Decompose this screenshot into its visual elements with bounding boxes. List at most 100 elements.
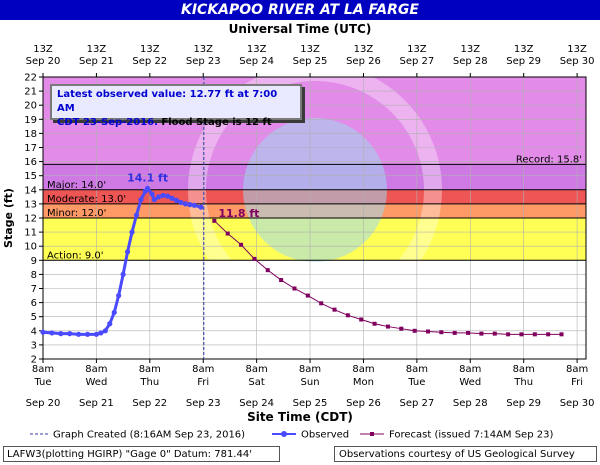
bottom-tick-date: Sep 29 (506, 398, 541, 409)
legend-graph-created-label: Graph Created (8:16AM Sep 23, 2016) (53, 430, 245, 441)
top-tick-time: 13Z (87, 44, 107, 55)
bottom-tick-date: Sep 20 (26, 398, 61, 409)
y-tick-label: 12 (24, 214, 37, 225)
observed-point (151, 197, 157, 203)
legend-observed-marker (281, 431, 287, 437)
y-tick-label: 7 (31, 284, 37, 295)
bottom-tick-day: Tue (33, 377, 51, 388)
y-tick-label: 11 (24, 228, 37, 239)
forecast-point (479, 331, 484, 336)
observed-point (129, 229, 135, 235)
y-tick-label: 3 (31, 340, 37, 351)
bottom-tick-day: Fri (197, 377, 209, 388)
bottom-tick-date: Sep 25 (293, 398, 328, 409)
top-tick-date: Sep 24 (239, 56, 274, 67)
top-tick-time: 13Z (567, 44, 587, 55)
forecast-point (519, 332, 524, 337)
y-tick-label: 22 (24, 73, 37, 84)
top-tick-date: Sep 30 (560, 56, 595, 67)
bottom-tick-time: 8am (32, 364, 54, 375)
observed-point (169, 195, 175, 201)
observed-point (191, 202, 197, 208)
bottom-tick-day: Fri (571, 377, 583, 388)
forecast-point (292, 286, 297, 291)
forecast-point (265, 268, 270, 273)
y-tick-label: 6 (31, 298, 37, 309)
observed-point (49, 330, 55, 336)
observed-point (116, 292, 122, 299)
gage-datum-footer: LAFW3(plotting HGIRP) "Gage 0" Datum: 78… (3, 446, 280, 462)
legend-forecast-marker (370, 432, 374, 436)
y-tick-label: 18 (24, 129, 37, 140)
forecast-point (425, 329, 430, 334)
forecast-point (506, 332, 511, 337)
observed-point (133, 212, 140, 218)
forecast-point (359, 317, 364, 322)
bottom-tick-day: Wed (459, 377, 481, 388)
forecast-point (319, 301, 324, 306)
forecast-point (546, 332, 551, 337)
bottom-tick-day: Thu (139, 377, 159, 388)
forecast-point (239, 242, 244, 247)
observed-point (98, 330, 104, 336)
y-tick-label: 9 (31, 256, 37, 267)
observed-point (173, 197, 180, 203)
bottom-tick-date: Sep 27 (399, 398, 434, 409)
flood-band-label: Moderate: 13.0' (47, 194, 126, 205)
forecast-point (399, 326, 404, 331)
x-axis-label: Site Time (CDT) (247, 410, 353, 424)
forecast-point (439, 330, 444, 335)
forecast-point (305, 293, 310, 298)
observed-point (120, 271, 126, 277)
bottom-tick-date: Sep 23 (186, 398, 221, 409)
observed-point (187, 202, 193, 208)
data-source-footer: Observations courtesy of US Geological S… (334, 446, 597, 462)
latest-observation-line1: Latest observed value: 12.77 ft at 7:00 … (57, 89, 278, 114)
forecast-point (372, 321, 377, 326)
forecast-point (345, 313, 350, 318)
forecast-start-label: 11.8 ft (218, 207, 259, 220)
top-tick-date: Sep 27 (399, 56, 434, 67)
observed-point (182, 201, 189, 207)
bottom-tick-date: Sep 28 (453, 398, 488, 409)
latest-observation-box: Latest observed value: 12.77 ft at 7:00 … (50, 84, 302, 128)
forecast-point (532, 332, 537, 337)
observed-point (111, 309, 117, 316)
observed-point (156, 194, 162, 200)
top-tick-date: Sep 25 (293, 56, 328, 67)
chart-title: KICKAPOO RIVER AT LA FARGE (0, 0, 600, 20)
observed-point (144, 185, 151, 191)
forecast-point (279, 278, 284, 283)
y-tick-label: 13 (24, 199, 37, 210)
forecast-point (332, 307, 337, 312)
bottom-tick-time: 8am (406, 364, 428, 375)
flood-band-label: Minor: 12.0' (47, 208, 106, 219)
forecast-point (225, 231, 230, 236)
bottom-tick-date: Sep 22 (132, 398, 167, 409)
bottom-tick-day: Wed (86, 377, 108, 388)
observed-point (102, 328, 108, 334)
bottom-tick-day: Sun (301, 377, 320, 388)
y-tick-label: 19 (24, 115, 37, 126)
observed-point (40, 329, 46, 335)
top-tick-time: 13Z (460, 44, 480, 55)
observed-point (84, 331, 91, 337)
observed-point (124, 249, 131, 255)
peak-label: 14.1 ft (127, 171, 168, 184)
y-tick-label: 4 (31, 326, 37, 337)
y-tick-label: 10 (24, 242, 37, 253)
forecast-point (466, 330, 471, 335)
flood-stage-note: Flood Stage is 12 ft (157, 117, 272, 128)
observed-point (149, 191, 155, 197)
top-tick-date: Sep 26 (346, 56, 381, 67)
observed-point (107, 321, 113, 327)
bottom-tick-time: 8am (139, 364, 161, 375)
bottom-tick-time: 8am (246, 364, 268, 375)
y-tick-label: 8 (31, 270, 37, 281)
observed-point (178, 199, 184, 206)
y-tick-label: 20 (24, 101, 37, 112)
flood-band-label: Action: 9.0' (47, 250, 104, 261)
bottom-tick-day: Thu (513, 377, 533, 388)
forecast-point (212, 218, 217, 223)
